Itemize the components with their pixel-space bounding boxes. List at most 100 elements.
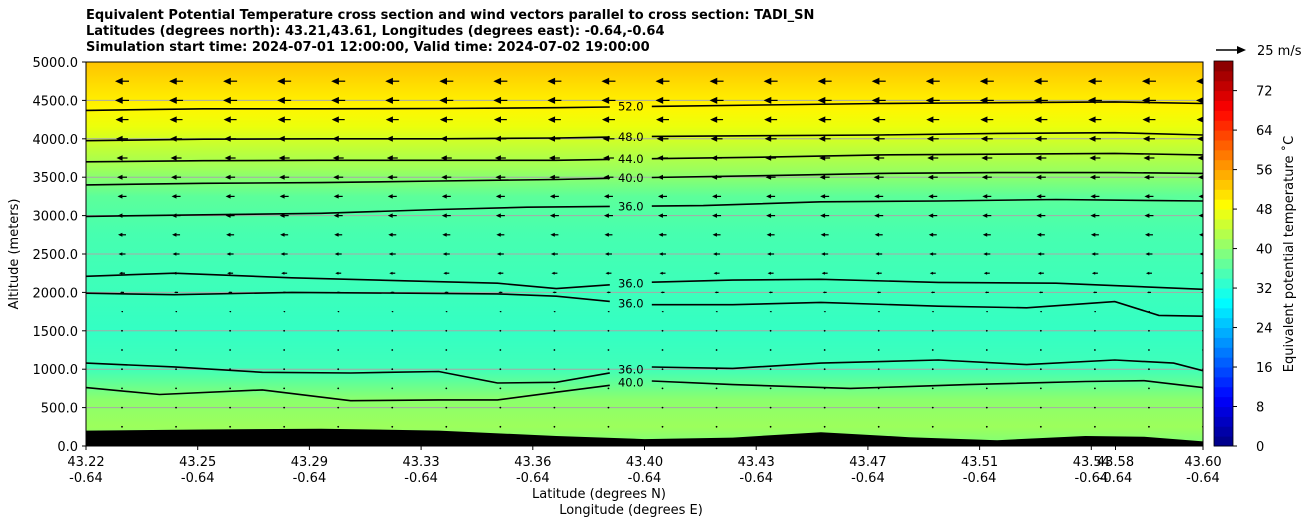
wind-vector-head <box>982 232 988 237</box>
wind-vector-head <box>1197 155 1203 161</box>
wind-vector-head <box>820 213 826 218</box>
wind-vector <box>169 96 184 104</box>
wind-vector <box>871 77 886 85</box>
wind-vector <box>711 155 723 161</box>
wind-vector <box>283 425 286 428</box>
wind-vector <box>764 135 777 142</box>
wind-vector <box>175 406 177 409</box>
wind-vector-head <box>1198 213 1203 218</box>
wind-vector-head <box>1144 232 1150 237</box>
wind-vector <box>1094 387 1096 390</box>
wind-vector <box>494 155 506 161</box>
wind-vector-head <box>820 232 826 237</box>
wind-vector <box>872 116 886 123</box>
wind-vector <box>819 174 830 180</box>
wind-vector <box>979 96 994 104</box>
contour-label: 40.0 <box>618 376 644 390</box>
wind-vector <box>1147 311 1150 313</box>
wind-vector-head <box>979 77 988 85</box>
wind-vector-head <box>387 174 393 180</box>
wind-vector-head <box>497 271 501 275</box>
wind-vector-head <box>1141 77 1150 85</box>
wind-vector-head <box>1034 135 1042 142</box>
wind-vector-head <box>872 116 880 123</box>
x-tick-label-lon: -0.64 <box>1074 471 1108 486</box>
wind-vector <box>929 252 937 256</box>
y-tick-label: 3500.0 <box>33 171 79 186</box>
wind-vector <box>931 387 934 390</box>
wind-vector <box>553 387 556 390</box>
wind-vector-head <box>386 135 393 142</box>
wind-vector <box>172 232 181 237</box>
wind-vector-head <box>822 291 825 294</box>
wind-vector-head <box>929 252 934 256</box>
wind-vector-head <box>1196 116 1203 123</box>
wind-vector <box>985 311 988 313</box>
wind-vector-head <box>655 96 664 104</box>
wind-vector <box>553 368 556 371</box>
contour-line <box>651 278 1203 291</box>
wind-vector-head <box>496 232 501 237</box>
wind-vector <box>769 311 772 313</box>
wind-vector <box>494 135 507 142</box>
wind-vector-head <box>874 213 880 218</box>
chart-title-line-2: Latitudes (degrees north): 43.21,43.61, … <box>86 24 665 39</box>
wind-vector-head <box>927 174 934 180</box>
wind-vector <box>334 232 343 237</box>
wind-vector <box>175 387 177 390</box>
wind-vector-head <box>279 213 285 218</box>
wind-vector-head <box>175 311 177 313</box>
wind-vector-head <box>493 96 502 104</box>
wind-vector <box>1148 329 1150 332</box>
wind-vector-head <box>225 213 231 218</box>
wind-vector <box>763 77 778 85</box>
wind-vector-head <box>876 291 879 294</box>
x-tick-label-lat: 43.47 <box>849 455 886 470</box>
wind-vector <box>390 291 395 294</box>
wind-vector-head <box>821 252 825 256</box>
wind-vector-head <box>712 194 717 199</box>
wind-vector-head <box>439 96 447 104</box>
wind-vector <box>117 194 127 199</box>
wind-vector-head <box>170 135 177 142</box>
wind-vector <box>984 291 989 294</box>
wind-vector <box>553 406 556 409</box>
wind-vector-head <box>714 291 717 294</box>
wind-vector <box>1093 311 1096 313</box>
wind-vector <box>172 252 180 256</box>
wind-vector <box>818 116 832 123</box>
wind-vector <box>121 406 123 409</box>
wind-vector-head <box>871 96 880 104</box>
wind-vector <box>1038 291 1043 294</box>
x-tick-label-lon: -0.64 <box>1186 471 1220 486</box>
wind-vector <box>121 425 123 428</box>
wind-vector <box>769 368 772 371</box>
contour-label: 40.0 <box>618 171 644 185</box>
contour-line <box>86 106 610 112</box>
wind-vector <box>985 406 988 409</box>
wind-vector <box>1148 349 1150 351</box>
wind-vector-head <box>224 135 231 142</box>
y-tick-label: 4000.0 <box>33 133 79 148</box>
wind-vector-head <box>496 252 501 256</box>
wind-vector-head <box>928 232 934 237</box>
wind-vector <box>1148 425 1150 428</box>
colorbar-band <box>1214 100 1233 111</box>
wind-vector <box>121 311 123 313</box>
x-axis-label-latitude: Latitude (degrees N) <box>532 487 666 502</box>
colorbar-band <box>1214 386 1233 398</box>
wind-vector <box>823 329 826 332</box>
wind-vector <box>1090 213 1100 218</box>
wind-vector-head <box>709 77 718 85</box>
colorbar-tick-label: 64 <box>1256 124 1273 139</box>
wind-vector <box>115 116 129 123</box>
wind-vector <box>929 271 936 275</box>
wind-vector <box>769 329 772 332</box>
wind-vector <box>331 77 346 85</box>
wind-vector <box>336 291 341 294</box>
wind-vector <box>1039 329 1042 332</box>
wind-vector <box>657 155 668 161</box>
wind-vector-head <box>549 174 555 180</box>
wind-vector <box>391 387 394 390</box>
wind-vector-head <box>169 96 177 104</box>
